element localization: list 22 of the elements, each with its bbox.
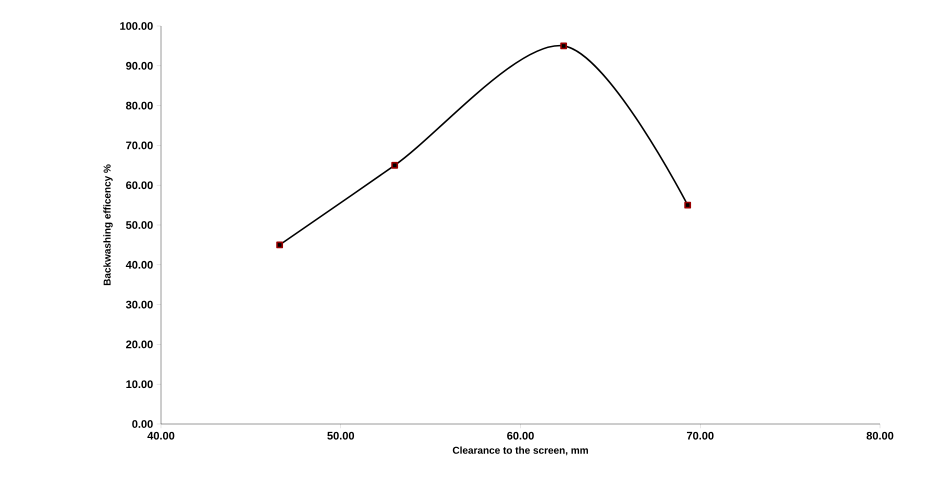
x-tick-label: 70.00 [686, 432, 714, 440]
y-tick-label: 60.00 [126, 181, 153, 190]
y-tick-label: 10.00 [126, 380, 153, 388]
y-tick-label: 90.00 [126, 62, 153, 70]
y-tick-label: 50.00 [126, 221, 153, 229]
y-tick-label: 30.00 [126, 300, 153, 309]
x-tick-label: 50.00 [327, 432, 354, 440]
x-tick-label: 40.00 [147, 432, 174, 440]
point [276, 242, 284, 248]
y-axis-title: Backwashing efficency % [103, 164, 113, 286]
y-tick-label: 100.00 [120, 22, 153, 30]
y-tick-label: 20.00 [126, 340, 153, 348]
point [684, 202, 692, 208]
y-tick-label: 80.00 [126, 102, 153, 110]
x-tick-label: 60.00 [507, 432, 534, 440]
y-tick-label: 40.00 [126, 260, 153, 269]
y-tick-label: 0.00 [132, 420, 153, 428]
x-tick-label: 80.00 [866, 432, 894, 440]
y-tick-label: 70.00 [126, 142, 153, 150]
point [560, 42, 568, 50]
point [391, 162, 398, 169]
x-axis-title: Clearance to the screen, mm [452, 446, 588, 456]
